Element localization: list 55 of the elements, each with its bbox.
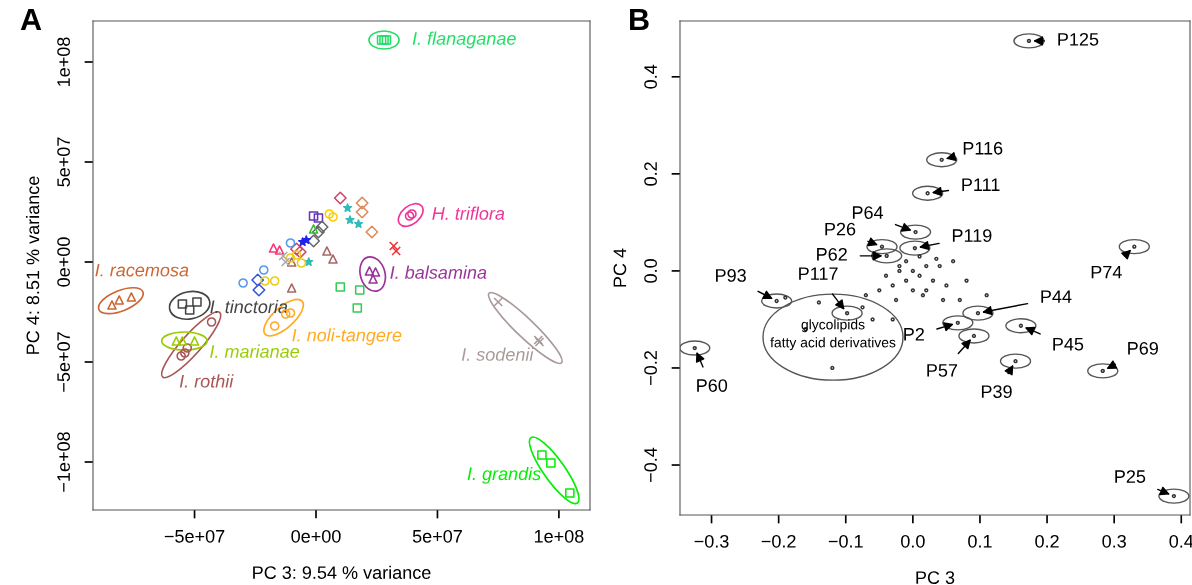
annotation: P44 — [1041, 290, 1072, 303]
x-tick-label: 0e+00 — [291, 529, 341, 543]
y-tick-label: 0.2 — [644, 162, 657, 186]
series-label: I. flanaganae — [412, 31, 516, 49]
annotation: P62 — [817, 247, 847, 261]
legend-label: I. balsamina — [390, 265, 487, 279]
x-axis-title: PC 3: 9.54 % variance — [253, 565, 431, 579]
series-label: I. rothii — [179, 374, 234, 388]
y-tick-label: −1e+08 — [57, 432, 70, 492]
annotation: P45 — [1053, 337, 1084, 351]
annotation: P2 — [904, 327, 924, 341]
y-axis-title: PC 4 — [613, 248, 627, 287]
y-tick-label: −0.4 — [644, 447, 657, 482]
annotation: P39 — [981, 385, 1012, 399]
annotation: P74 — [1091, 265, 1122, 279]
annotation: P64 — [852, 206, 884, 219]
x-tick-label: 0.0 — [901, 534, 925, 548]
x-axis-title: PC 3 — [916, 571, 955, 584]
annotation: P93 — [716, 269, 746, 282]
y-tick-label: −0.2 — [644, 351, 657, 385]
annotation: P117 — [799, 267, 838, 280]
legend-label: H. triflora — [432, 206, 505, 220]
x-tick-label: 0.1 — [968, 534, 992, 548]
annotation: P111 — [962, 178, 1000, 191]
series-label: I. noli-tangere — [292, 328, 402, 346]
legend-label: I. marianae — [210, 344, 300, 358]
y-tick-label: 0.4 — [644, 64, 657, 89]
annotation: P125 — [1058, 32, 1099, 46]
x-tick-label: −5e+07 — [164, 529, 225, 543]
x-tick-label: −0.3 — [694, 534, 729, 548]
annotation: glycolipids fatty acid derivatives — [770, 319, 896, 351]
annotation: P116 — [963, 141, 1003, 155]
y-tick-label: 5e+07 — [57, 137, 70, 187]
series-label: I. sodenii — [461, 347, 534, 361]
y-tick-label: −5e+07 — [57, 332, 70, 392]
annotation: P60 — [697, 379, 728, 392]
y-tick-label: 0e+00 — [57, 237, 70, 287]
x-tick-label: 5e+07 — [412, 529, 462, 543]
series-label: I. grandis — [467, 466, 541, 484]
annotation: P26 — [825, 222, 856, 236]
series-label: I. racemosa — [95, 263, 189, 277]
x-tick-label: 0.2 — [1035, 534, 1059, 548]
annotation: P119 — [952, 229, 992, 242]
annotation: P69 — [1128, 341, 1158, 355]
y-tick-label: 1e+08 — [57, 37, 70, 86]
y-tick-label: 0.0 — [644, 259, 657, 283]
chart-title: B — [630, 8, 649, 30]
annotation: P25 — [1115, 470, 1146, 483]
x-tick-label: 1e+08 — [534, 529, 584, 543]
annotation: P57 — [927, 364, 958, 377]
chart-title: A — [20, 8, 42, 30]
x-tick-label: 0.3 — [1102, 534, 1126, 548]
x-tick-label: −0.1 — [828, 534, 863, 548]
y-axis-title: PC 4: 8.51 % variance — [26, 176, 40, 354]
x-tick-label: −0.2 — [761, 534, 796, 548]
